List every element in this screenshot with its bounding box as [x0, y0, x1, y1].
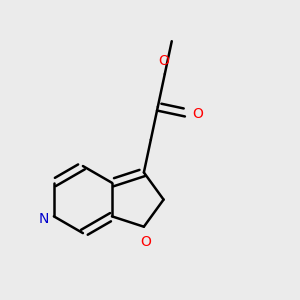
Text: O: O	[192, 107, 203, 121]
Text: O: O	[140, 235, 151, 249]
Text: O: O	[158, 54, 169, 68]
Text: N: N	[39, 212, 49, 226]
